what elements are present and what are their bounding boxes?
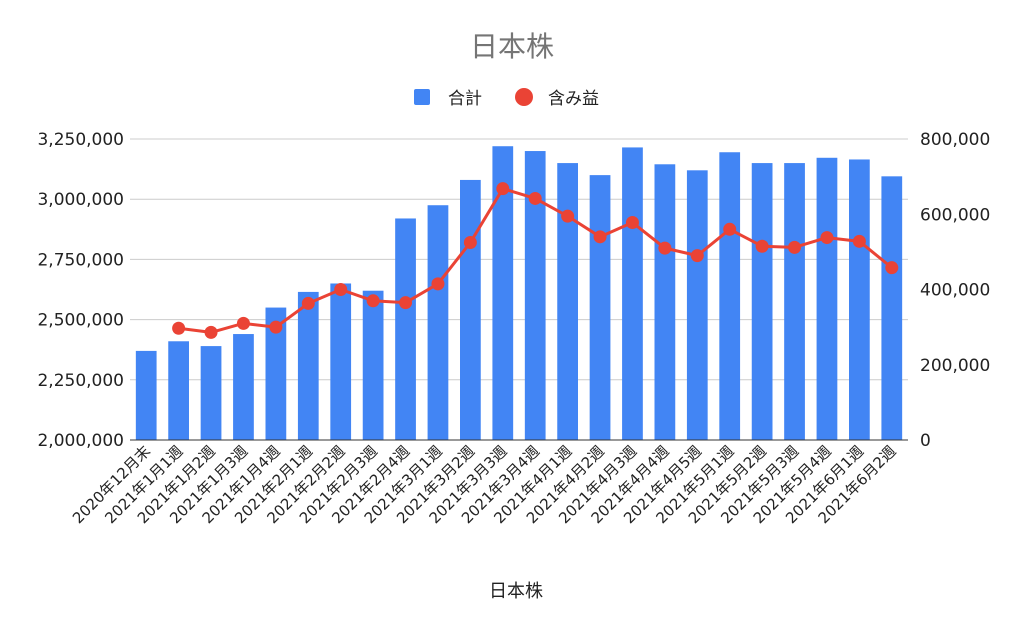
legend-swatch-unrealized-gain	[515, 88, 533, 106]
right-y-tick-label: 0	[920, 431, 931, 451]
bar	[460, 179, 481, 440]
data-point	[658, 241, 672, 255]
gridlines	[130, 138, 908, 381]
data-point	[301, 296, 315, 310]
data-point	[366, 294, 380, 308]
data-point	[496, 182, 510, 196]
bar	[849, 159, 870, 440]
data-point	[690, 249, 704, 263]
data-point	[399, 296, 413, 310]
x-axis-title: 日本株	[489, 581, 543, 602]
bar	[265, 307, 287, 440]
data-point	[885, 261, 899, 275]
data-point	[723, 222, 737, 236]
bar	[751, 163, 773, 440]
legend: 合計 含み益	[414, 88, 599, 109]
data-point	[236, 316, 250, 330]
right-y-tick-label: 200,000	[920, 356, 990, 376]
data-point	[269, 320, 283, 334]
data-point	[172, 321, 186, 335]
data-point	[820, 231, 834, 245]
bar	[524, 151, 546, 441]
line-unrealized-gain	[172, 182, 899, 339]
bar	[654, 164, 676, 440]
bar	[395, 218, 416, 440]
bar	[492, 146, 514, 440]
bar	[784, 163, 805, 440]
data-point	[593, 230, 607, 244]
bar	[330, 283, 352, 440]
bar	[719, 152, 741, 440]
left-y-tick-label: 3,250,000	[37, 130, 124, 150]
data-point	[852, 234, 866, 248]
data-point	[755, 239, 769, 253]
data-point	[463, 235, 477, 249]
data-point	[625, 216, 639, 230]
bar	[297, 291, 319, 440]
data-point	[561, 209, 575, 223]
data-point	[788, 240, 802, 254]
right-y-tick-label: 800,000	[920, 130, 990, 150]
bar	[686, 170, 708, 440]
right-y-tick-label: 600,000	[920, 205, 990, 225]
bar	[362, 290, 384, 440]
data-point	[334, 283, 348, 296]
right-y-axis: 0 200,000 400,000 600,000 800,000	[920, 130, 990, 451]
left-y-tick-label: 3,000,000	[37, 190, 124, 210]
left-y-tick-label: 2,500,000	[37, 311, 124, 331]
bar	[816, 157, 838, 440]
bar	[589, 175, 611, 440]
bar	[557, 163, 578, 440]
bars-total	[130, 146, 908, 441]
right-y-tick-label: 400,000	[920, 281, 990, 301]
bar	[135, 350, 157, 440]
chart-title: 日本株	[470, 30, 554, 63]
data-point	[431, 277, 445, 291]
legend-label-unrealized-gain: 含み益	[548, 89, 599, 109]
bar	[168, 341, 189, 440]
left-y-tick-label: 2,000,000	[37, 431, 124, 451]
left-y-axis: 2,000,000 2,250,000 2,500,000 2,750,000 3,00…	[37, 130, 124, 451]
x-axis: 2020年12月末2021年1月1週2021年1月2週2021年1月3週2021…	[69, 442, 900, 527]
bar	[881, 176, 903, 440]
left-y-tick-label: 2,750,000	[37, 250, 124, 270]
data-point	[528, 191, 542, 205]
legend-swatch-total	[414, 89, 430, 105]
bar	[622, 147, 643, 441]
left-y-tick-label: 2,250,000	[37, 371, 124, 391]
bar	[200, 346, 222, 440]
bar	[427, 205, 449, 440]
data-point	[204, 325, 218, 339]
legend-label-total: 合計	[448, 89, 482, 109]
bar	[233, 334, 254, 440]
